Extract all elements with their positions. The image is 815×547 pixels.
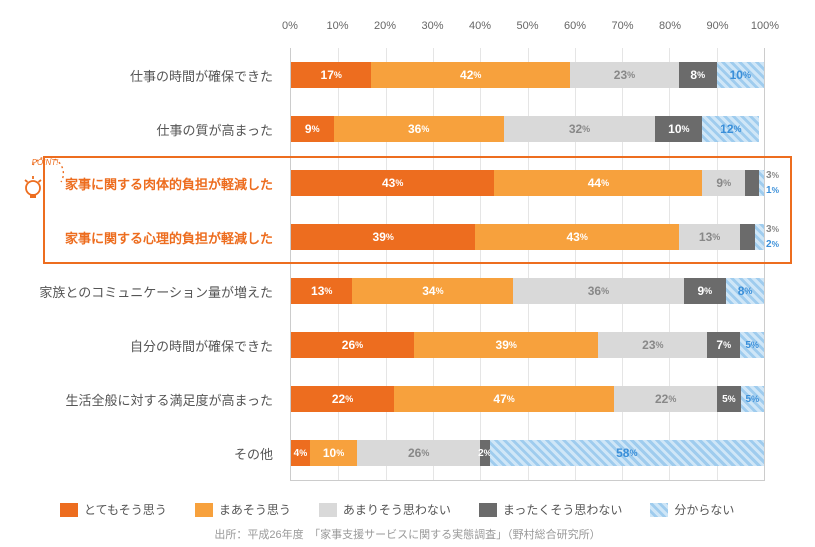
bar-segment: 10% <box>717 62 764 88</box>
legend-label: 分からない <box>674 501 734 518</box>
bar-segment <box>745 170 759 196</box>
bar-segment: 8% <box>679 62 717 88</box>
stacked-bar: 9%36%32%10%12% <box>291 116 764 142</box>
legend-swatch <box>60 503 78 517</box>
bar-segment <box>740 224 754 250</box>
stacked-bar: 17%42%23%8%10% <box>291 62 764 88</box>
axis-tick: 70% <box>611 20 633 32</box>
bar-segment: 8% <box>726 278 764 304</box>
legend-item: あまりそう思わない <box>319 501 451 518</box>
bar-segment: 32% <box>504 116 655 142</box>
chart-row: 家事に関する肉体的負担が軽減した43%44%9%3%1% <box>291 156 764 210</box>
bar-segment: 44% <box>494 170 702 196</box>
chart-row: 家族とのコミュニケーション量が増えた13%34%36%9%8% <box>291 264 764 318</box>
stacked-bar: 43%44%9%3%1% <box>291 170 764 196</box>
bar-segment: 12% <box>702 116 759 142</box>
row-label: 家事に関する肉体的負担が軽減した <box>31 174 291 193</box>
row-label: 仕事の質が高まった <box>31 120 291 139</box>
row-label: その他 <box>31 444 291 463</box>
legend-label: あまりそう思わない <box>343 501 451 518</box>
bar-segment: 22% <box>291 386 394 412</box>
bar-segment: 5% <box>717 386 740 412</box>
bar-segment: 39% <box>291 224 475 250</box>
row-label: 生活全般に対する満足度が高まった <box>31 390 291 409</box>
bar-segment: 26% <box>357 440 480 466</box>
legend-swatch <box>650 503 668 517</box>
row-label: 家族とのコミュニケーション量が増えた <box>31 282 291 301</box>
bar-segment: 47% <box>394 386 614 412</box>
bar-segment: 22% <box>614 386 717 412</box>
stacked-bar: 22%47%22%5%5% <box>291 386 764 412</box>
svg-text:POINT!: POINT! <box>32 158 59 167</box>
bar-segment <box>759 170 764 196</box>
bar-segment: 43% <box>291 170 494 196</box>
axis-tick: 80% <box>659 20 681 32</box>
plot-area: 仕事の時間が確保できた17%42%23%8%10%仕事の質が高まった9%36%3… <box>290 48 765 481</box>
bar-segment: 23% <box>598 332 707 358</box>
legend-item: とてもそう思う <box>60 501 167 518</box>
bar-segment: 23% <box>570 62 679 88</box>
bar-segment: 39% <box>414 332 598 358</box>
chart-row: 生活全般に対する満足度が高まった22%47%22%5%5% <box>291 372 764 426</box>
legend: とてもそう思う まあそう思う あまりそう思わない まったくそう思わない 分からない <box>60 501 785 518</box>
bar-segment: 17% <box>291 62 371 88</box>
axis-tick: 10% <box>326 20 348 32</box>
bar-segment: 13% <box>679 224 740 250</box>
legend-label: まあそう思う <box>219 501 291 518</box>
stacked-bar-chart: 0%10%20%30%40%50%60%70%80%90%100% 仕事の時間が… <box>290 20 765 481</box>
bar-segment: 2% <box>480 440 489 466</box>
stacked-bar: 39%43%13%3%2% <box>291 224 764 250</box>
legend-swatch <box>479 503 497 517</box>
stacked-bar: 4%10%26%2%58% <box>291 440 764 466</box>
chart-row: その他4%10%26%2%58% <box>291 426 764 480</box>
bar-segment: 34% <box>352 278 513 304</box>
axis-tick: 100% <box>751 20 779 32</box>
chart-row: 家事に関する心理的負担が軽減した39%43%13%3%2% <box>291 210 764 264</box>
bar-segment: 4% <box>291 440 310 466</box>
stacked-bar: 13%34%36%9%8% <box>291 278 764 304</box>
x-axis: 0%10%20%30%40%50%60%70%80%90%100% <box>290 20 765 40</box>
axis-tick: 60% <box>564 20 586 32</box>
axis-tick: 20% <box>374 20 396 32</box>
row-label: 自分の時間が確保できた <box>31 336 291 355</box>
legend-swatch <box>319 503 337 517</box>
bar-segment: 7% <box>707 332 740 358</box>
legend-item: まあそう思う <box>195 501 291 518</box>
bar-segment: 13% <box>291 278 352 304</box>
chart-row: 自分の時間が確保できた26%39%23%7%5% <box>291 318 764 372</box>
bar-segment: 9% <box>684 278 727 304</box>
legend-label: まったくそう思わない <box>503 501 623 518</box>
bar-segment: 9% <box>702 170 745 196</box>
bar-segment <box>755 224 764 250</box>
bar-segment: 43% <box>475 224 678 250</box>
bar-segment: 42% <box>371 62 570 88</box>
source-citation: 出所：平成26年度 「家事支援サービスに関する実態調査」（野村総合研究所） <box>30 526 785 542</box>
chart-row: 仕事の質が高まった9%36%32%10%12% <box>291 102 764 156</box>
legend-label: とてもそう思う <box>84 501 167 518</box>
axis-tick: 90% <box>706 20 728 32</box>
row-label: 家事に関する心理的負担が軽減した <box>31 228 291 247</box>
axis-tick: 0% <box>282 20 298 32</box>
bar-segment: 9% <box>291 116 334 142</box>
bar-segment: 36% <box>513 278 683 304</box>
axis-tick: 50% <box>516 20 538 32</box>
bar-segment: 10% <box>310 440 357 466</box>
axis-tick: 30% <box>421 20 443 32</box>
bar-segment: 36% <box>334 116 504 142</box>
chart-row: 仕事の時間が確保できた17%42%23%8%10% <box>291 48 764 102</box>
bar-segment: 5% <box>740 332 764 358</box>
legend-swatch <box>195 503 213 517</box>
bar-segment: 10% <box>655 116 702 142</box>
bar-segment: 26% <box>291 332 414 358</box>
legend-item: 分からない <box>650 501 734 518</box>
row-label: 仕事の時間が確保できた <box>31 66 291 85</box>
legend-item: まったくそう思わない <box>479 501 623 518</box>
stacked-bar: 26%39%23%7%5% <box>291 332 764 358</box>
bar-segment: 58% <box>490 440 764 466</box>
bar-segment: 5% <box>741 386 764 412</box>
axis-tick: 40% <box>469 20 491 32</box>
